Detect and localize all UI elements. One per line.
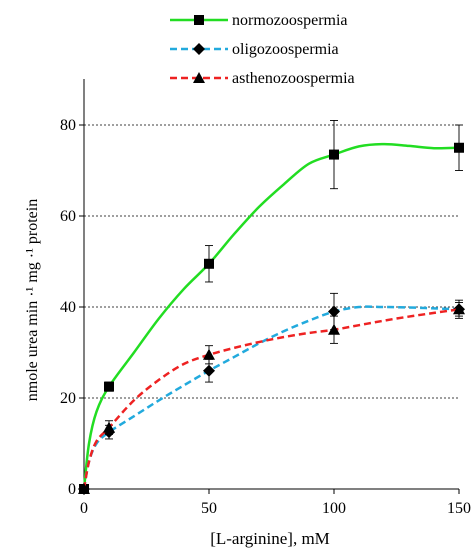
y-axis-label: nmole urea min ·¹ mg ·¹ protein xyxy=(24,199,41,401)
data-point-triangle xyxy=(203,348,215,360)
data-point-triangle xyxy=(78,483,90,494)
legend-item: oligozoospermia xyxy=(170,41,339,58)
x-axis-label: [L-arginine], mM xyxy=(210,529,330,548)
legend-item: asthenozoospermia xyxy=(170,70,355,87)
legend-label: asthenozoospermia xyxy=(232,70,355,87)
series-oligozoospermia xyxy=(78,292,465,495)
x-tick-label: 150 xyxy=(447,500,471,517)
legend-item: normozoospermia xyxy=(170,12,348,29)
series-asthenozoospermia xyxy=(78,299,465,494)
data-point-square xyxy=(454,142,464,153)
y-tick-label: 80 xyxy=(60,117,76,134)
x-tick-label: 0 xyxy=(80,500,88,517)
series-group xyxy=(78,119,465,495)
data-point-square xyxy=(104,381,114,392)
y-tick-label: 40 xyxy=(60,299,76,316)
legend-marker-square xyxy=(194,15,204,25)
x-tick-label: 50 xyxy=(201,500,217,517)
data-point-triangle xyxy=(328,323,340,335)
legend-label: normozoospermia xyxy=(232,12,348,29)
data-point-square xyxy=(329,149,339,160)
y-tick-label: 0 xyxy=(68,481,76,498)
data-point-triangle xyxy=(103,421,115,433)
data-point-diamond xyxy=(328,305,340,318)
data-point-diamond xyxy=(203,364,215,377)
legend-marker-diamond xyxy=(193,43,205,55)
legend-label: oligozoospermia xyxy=(232,41,339,58)
axes: 0 20 40 60 80 0 50 100 150 xyxy=(60,79,471,517)
data-point-square xyxy=(204,258,214,269)
grid-lines xyxy=(84,124,459,399)
x-tick-label: 100 xyxy=(322,500,346,517)
series-line xyxy=(82,305,460,490)
y-tick-label: 20 xyxy=(60,390,76,407)
y-tick-label: 60 xyxy=(60,208,76,225)
legend-marker-triangle xyxy=(193,72,205,83)
legend: normozoospermia oligozoospermia asthenozoo… xyxy=(170,12,355,87)
data-point-triangle xyxy=(453,303,465,315)
